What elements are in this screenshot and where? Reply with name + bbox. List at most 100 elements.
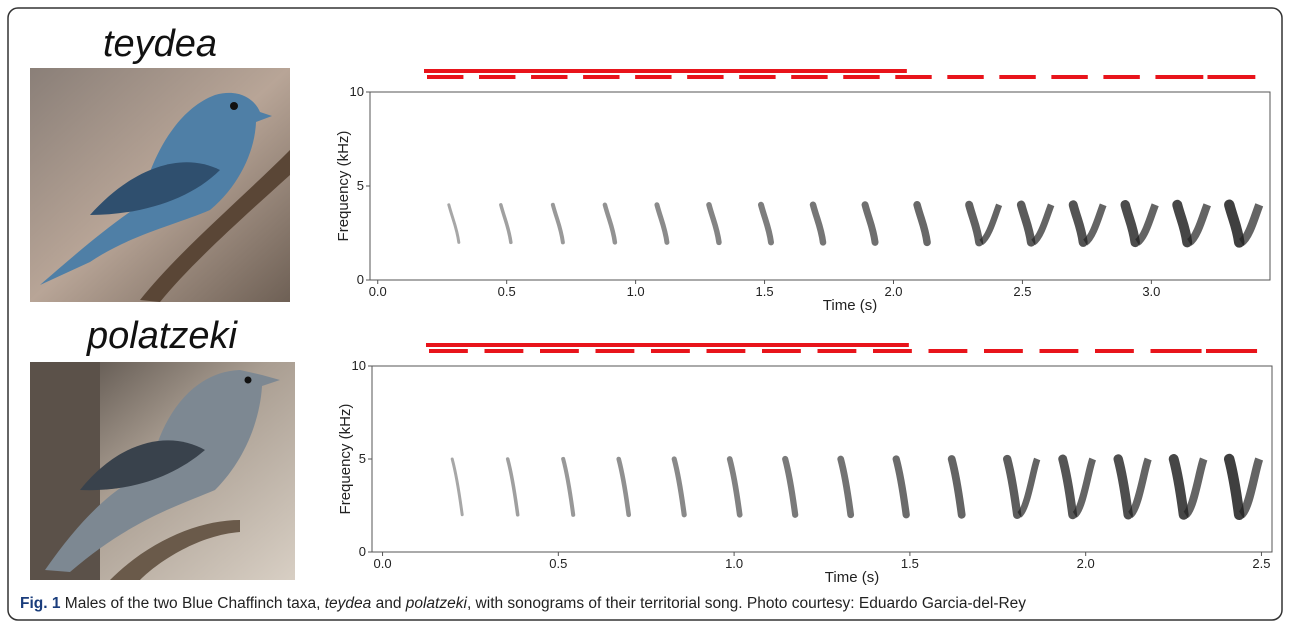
sonogram-call [1238, 203, 1264, 246]
x-tick-label: 3.0 [1142, 284, 1160, 299]
sonogram-call [450, 457, 464, 517]
annotation-bar [762, 349, 801, 353]
sonogram-call [616, 456, 631, 518]
x-tick-label: 0.5 [498, 284, 516, 299]
x-axis-label: Time (s) [823, 297, 877, 314]
annotation-bar [873, 349, 912, 353]
x-tick-label: 2.5 [1013, 284, 1031, 299]
caption: Fig. 1 Males of the two Blue Chaffinch t… [20, 595, 1026, 612]
caption-text: and [371, 595, 405, 612]
annotation-bar [791, 75, 828, 79]
sonogram-call [1127, 457, 1152, 518]
annotation-bar [1207, 75, 1256, 79]
y-tick-label: 0 [359, 544, 366, 559]
sonogram-call [1072, 457, 1097, 518]
photo-polatzeki [30, 362, 295, 580]
caption-text: teydea [325, 595, 372, 612]
annotation-bar [1206, 349, 1258, 353]
sonogram-call [671, 456, 687, 518]
x-axis-label: Time (s) [825, 569, 879, 586]
annotation-bar [706, 349, 746, 353]
sonogram-call [1082, 203, 1107, 246]
annotation-bar [687, 75, 724, 79]
annotation-bar [595, 349, 635, 353]
sonogram-call [505, 457, 520, 517]
annotation-bar [817, 349, 857, 353]
sonogram-call [726, 456, 743, 518]
sonogram-call [1186, 203, 1211, 246]
sonogram-call [1030, 203, 1055, 246]
x-tick-label: 1.0 [725, 556, 743, 571]
annotation-bar [1103, 75, 1140, 79]
sonogram-call [913, 201, 931, 247]
x-tick-label: 0.0 [374, 556, 392, 571]
sonogram-call [1238, 457, 1264, 519]
annotation-bar [429, 349, 468, 353]
annotation-bar [424, 69, 907, 73]
sonogram-call [1113, 454, 1133, 520]
sonogram-call [1134, 203, 1159, 246]
annotation-bar [479, 75, 516, 79]
sonogram-call [602, 202, 618, 245]
x-tick-label: 1.5 [756, 284, 774, 299]
x-tick-label: 0.5 [549, 556, 567, 571]
annotation-bar [651, 349, 690, 353]
taxon-label: teydea [103, 23, 217, 65]
annotation-bar [1095, 349, 1134, 353]
annotation-bar [947, 75, 984, 79]
sonogram-call [1120, 200, 1140, 248]
caption-text: , with sonograms of their territorial so… [467, 595, 1026, 612]
y-axis-label: Frequency (kHz) [335, 131, 352, 242]
annotation-bar [1155, 75, 1204, 79]
sonogram-call [965, 200, 984, 247]
y-tick-label: 5 [357, 178, 364, 193]
annotation-bar [1039, 349, 1079, 353]
sonogram-call [1172, 199, 1193, 248]
sonogram-call [809, 201, 827, 246]
sonogram-call [499, 203, 513, 245]
sonogram-call [1068, 200, 1088, 247]
x-tick-label: 2.5 [1252, 556, 1270, 571]
annotation-bar [531, 75, 568, 79]
sonogram-call [1224, 199, 1245, 248]
sonogram-call [782, 455, 799, 518]
x-tick-label: 2.0 [1077, 556, 1095, 571]
annotation-bar [739, 75, 776, 79]
photo-teydea [30, 68, 290, 302]
annotation-bar [1150, 349, 1202, 353]
y-tick-label: 5 [359, 451, 366, 466]
y-tick-label: 0 [357, 272, 364, 287]
x-tick-label: 1.0 [627, 284, 645, 299]
annotation-bar [1051, 75, 1088, 79]
sonogram-call [706, 202, 722, 246]
annotation-bar [426, 343, 909, 347]
caption-text: Males of the two Blue Chaffinch taxa, [65, 595, 325, 612]
x-tick-label: 2.0 [884, 284, 902, 299]
annotation-bar [635, 75, 672, 79]
sonogram-call [861, 201, 879, 246]
sonogram-call [1223, 453, 1245, 521]
sonogram-call [447, 203, 461, 244]
sonogram-call [561, 456, 576, 517]
annotation-bar [583, 75, 620, 79]
caption-label: Fig. 1 [20, 595, 61, 612]
annotation-bar [843, 75, 880, 79]
sonogram-call [654, 202, 670, 245]
sonogram-call [1003, 454, 1022, 519]
annotation-bar [895, 75, 932, 79]
x-tick-label: 0.0 [369, 284, 387, 299]
annotation-bar [999, 75, 1036, 79]
sonogram-call [1168, 454, 1189, 520]
annotation-bar [427, 75, 464, 79]
sonogram-call [978, 203, 1003, 246]
y-tick-label: 10 [350, 84, 364, 99]
x-tick-label: 1.5 [901, 556, 919, 571]
sonogram-call [550, 202, 565, 245]
y-tick-label: 10 [352, 358, 366, 373]
sonogram-call [1016, 457, 1041, 518]
sonogram-call [1016, 200, 1036, 247]
annotation-bar [928, 349, 968, 353]
sonogram-call [1058, 454, 1078, 520]
sonogram-call [758, 201, 774, 246]
